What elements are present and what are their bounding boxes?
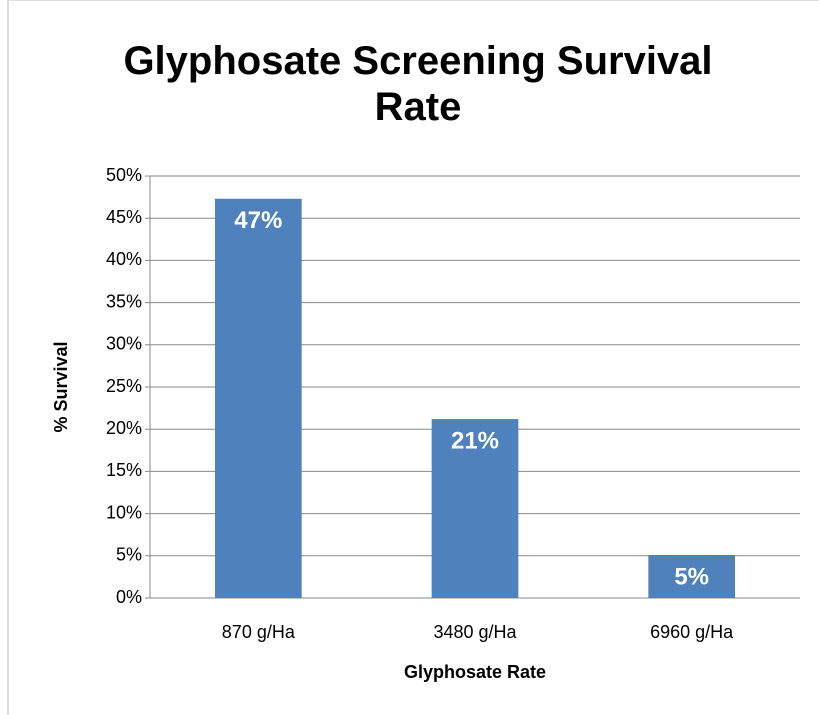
y-axis-label: % Survival <box>51 341 71 432</box>
y-tick-label: 5% <box>116 545 142 565</box>
y-tick-label: 30% <box>106 334 142 354</box>
data-label: 5% <box>674 563 709 590</box>
y-tick-label: 25% <box>106 376 142 396</box>
y-tick-label: 40% <box>106 249 142 269</box>
y-tick-label: 35% <box>106 291 142 311</box>
chart-title: Glyphosate Screening Survival Rate <box>123 39 713 129</box>
data-label: 21% <box>451 427 499 454</box>
y-tick-label: 0% <box>116 587 142 607</box>
x-axis-label: Glyphosate Rate <box>404 662 546 682</box>
bar <box>215 198 302 598</box>
x-tick-label: 3480 g/Ha <box>433 622 517 642</box>
y-tick-label: 50% <box>106 165 142 185</box>
bar <box>648 554 735 598</box>
data-label: 47% <box>234 207 282 234</box>
y-tick-label: 45% <box>106 207 142 227</box>
y-tick-label: 15% <box>106 460 142 480</box>
bar <box>431 419 519 598</box>
y-tick-label: 10% <box>106 502 142 522</box>
x-tick-label: 6960 g/Ha <box>650 622 734 642</box>
x-tick-label: 870 g/Ha <box>222 622 296 642</box>
y-tick-label: 20% <box>106 418 142 438</box>
